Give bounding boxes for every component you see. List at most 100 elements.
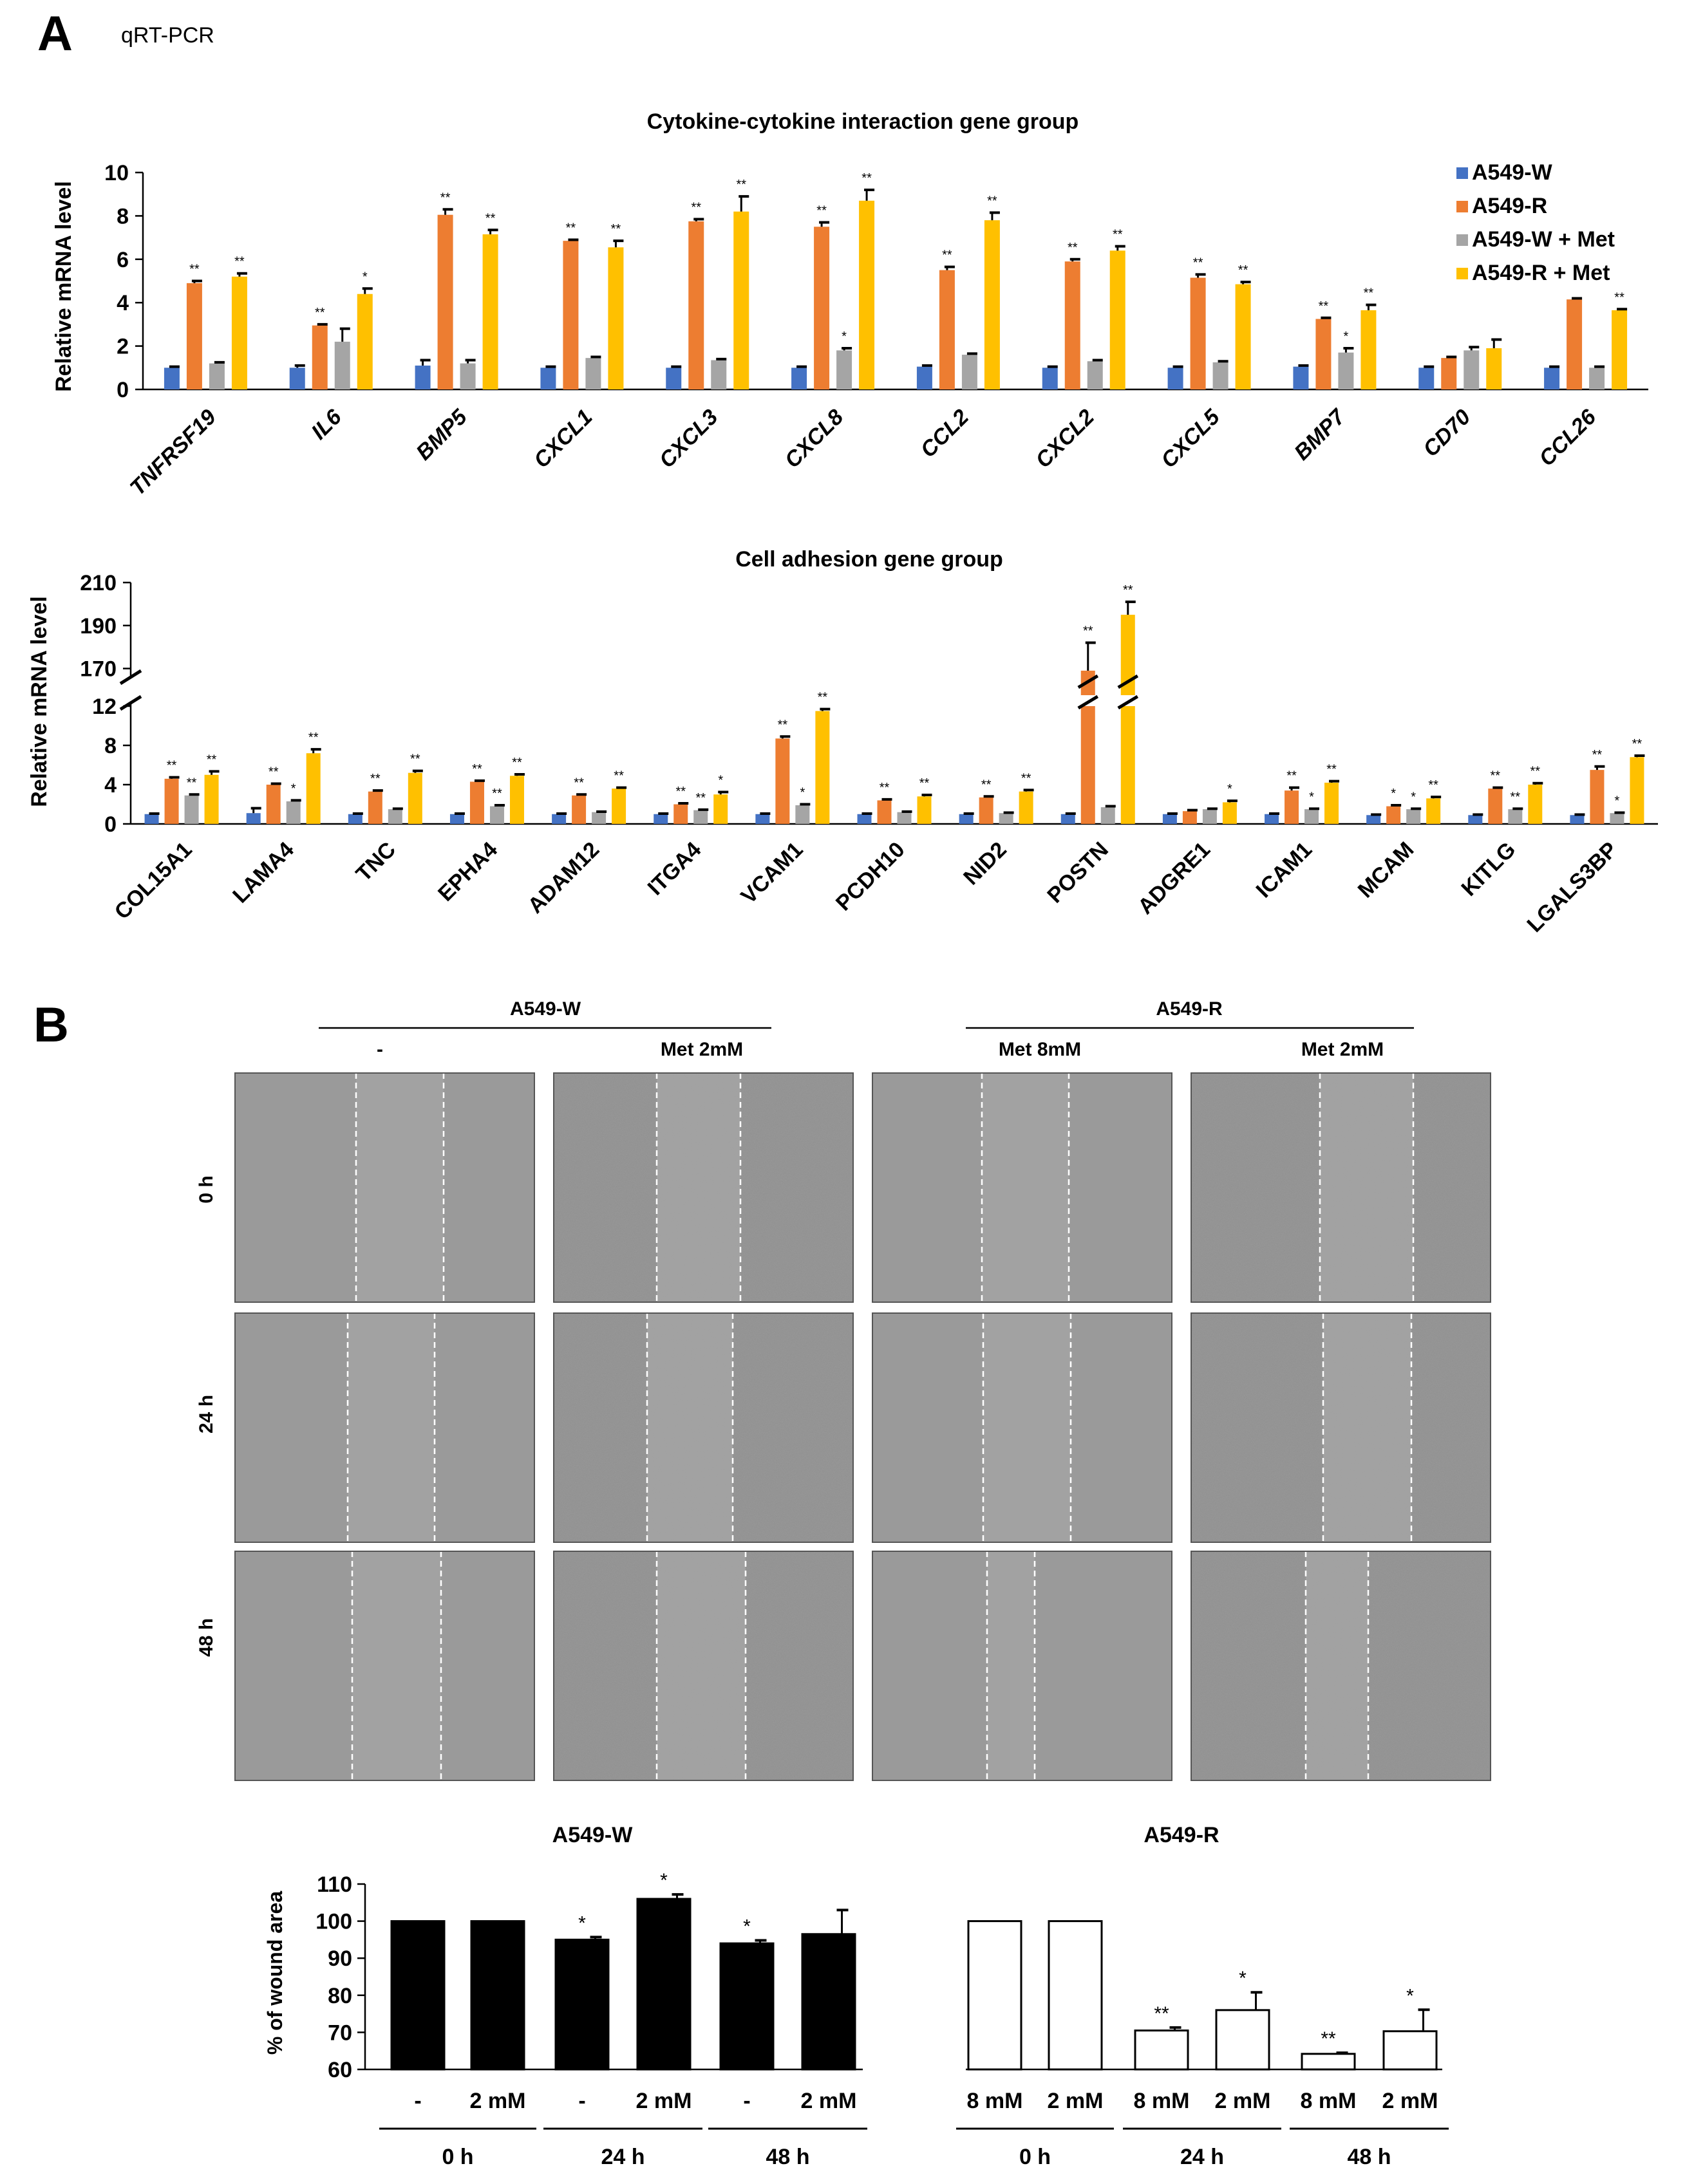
chart1-bar	[1190, 277, 1206, 389]
chart3-title: A549-W	[552, 1823, 634, 1847]
micrograph-wound-gap	[1306, 1552, 1368, 1780]
chart2-sig: **	[1123, 583, 1133, 597]
chart1-bar	[791, 368, 807, 389]
chart2-category-label: KITLG	[1456, 837, 1520, 901]
micrograph-frame	[553, 1312, 854, 1543]
chart1-category-label: BMP7	[1290, 404, 1351, 465]
chart1-ytick-label: 2	[117, 335, 129, 359]
chart2-ytick-label: 210	[80, 571, 117, 595]
chart2-category-label: ADAM12	[523, 837, 605, 919]
chart2-bar	[1162, 814, 1177, 824]
chart2-bar	[184, 795, 199, 824]
chart2-sig: **	[167, 759, 177, 773]
chart1-bar	[961, 355, 977, 389]
chart2-sig: **	[1511, 790, 1521, 804]
chart2-bar	[1570, 815, 1585, 824]
chart3-group-label: 48 h	[766, 2145, 809, 2169]
chart2-title: Cell adhesion gene group	[735, 547, 1003, 572]
chart3-category-label: -	[578, 2089, 585, 2113]
chart2-sig: **	[207, 752, 217, 767]
chart4-bar	[967, 1920, 1022, 2071]
chart3-category-label: 2 mM	[801, 2089, 857, 2113]
micrograph-wound-gap	[657, 1552, 746, 1780]
chart1-category-label: CCL2	[916, 405, 974, 463]
chart2-bar	[204, 774, 219, 824]
chart1-bar	[1293, 366, 1309, 389]
chart1-sig: **	[611, 222, 621, 236]
chart2-category-label: ICAM1	[1252, 837, 1317, 903]
chart2-sig: *	[1309, 790, 1314, 804]
chart2-sig: *	[1411, 790, 1416, 804]
chart2-category-label: NID2	[959, 837, 1012, 890]
chart3-bar	[636, 1898, 692, 2071]
chart1-sig: **	[861, 171, 872, 185]
chart3-ytick-label: 70	[328, 2021, 352, 2045]
chart1-category-label: CXCL5	[1156, 404, 1225, 472]
chart1-sig: *	[362, 270, 368, 284]
micrograph-wound-gap	[356, 1074, 444, 1302]
chart1-title: Cytokine-cytokine interaction gene group	[647, 109, 1079, 134]
chart2-bar	[1468, 815, 1483, 824]
chart4-bar	[1048, 1920, 1103, 2071]
chart2-bar	[1610, 813, 1624, 824]
chart1-bar	[608, 247, 624, 389]
chart1-category-label: CXCL2	[1031, 405, 1099, 473]
micro-row-3: 48 h	[196, 1618, 217, 1657]
micrograph-frame	[872, 1072, 1172, 1303]
chart3-ylabel: % of wound area	[263, 1891, 287, 2055]
chart2-bar	[979, 797, 993, 824]
micro-col-4: Met 2mM	[1301, 1039, 1384, 1060]
chart2-sig: **	[1326, 763, 1337, 777]
chart1-category-label: CD70	[1418, 405, 1475, 462]
chart1-bar	[1064, 261, 1080, 389]
chart4-group-label: 48 h	[1347, 2145, 1391, 2169]
chart1-bar	[164, 368, 180, 389]
chart4-bar	[1134, 2030, 1189, 2071]
chart2-category-label: LAMA4	[228, 837, 299, 908]
chart2-bar	[449, 814, 464, 824]
chart3-category-label: 2 mM	[636, 2089, 692, 2113]
micrograph-wound-gap	[982, 1074, 1069, 1302]
chart2-sig: **	[472, 762, 482, 776]
chart4-bar	[1301, 2053, 1356, 2071]
chart1-bar	[1360, 310, 1377, 389]
micro-group-w: A549-W	[510, 998, 581, 1020]
chart2-bar	[1630, 757, 1644, 824]
chart2-axis-break-mark	[119, 695, 142, 711]
chart2-ytick-label: 190	[80, 614, 117, 639]
chart1-sig: **	[315, 306, 325, 320]
micrograph-frame	[553, 1551, 854, 1781]
chart1-bar	[209, 363, 225, 389]
chart2-category-labels: COL15A1 LAMA4 TNC EPHA4 ADAM12 ITGA4 VCAM1 PCDH…	[110, 837, 1623, 937]
micrograph-wound-gap	[352, 1552, 441, 1780]
chart2-bar	[144, 814, 159, 824]
chart1-bars: ************* ***************************…	[164, 171, 1628, 389]
chart3-sig: *	[743, 1916, 751, 1937]
chart3-bar	[390, 1920, 446, 2071]
chart2-sig: **	[1428, 778, 1438, 792]
chart2-bar	[713, 794, 728, 824]
micrograph-frame	[234, 1551, 535, 1781]
chart2-bar	[1426, 798, 1441, 824]
chart4-group-label: 24 h	[1180, 2145, 1224, 2169]
chart1-ylabel: Relative mRNA level	[52, 181, 76, 392]
chart1-bar	[1338, 352, 1354, 389]
micrograph-wound-gap	[348, 1314, 435, 1542]
wound-healing-micrographs: A549-W A549-R - Met 2mM Met 8mM Met 2mM …	[196, 998, 1491, 1781]
chart2-bar-break	[1077, 674, 1099, 689]
chart2-category-label: ADGRE1	[1133, 837, 1215, 919]
chart3-group-label: 24 h	[601, 2145, 645, 2169]
chart1-bar	[563, 241, 579, 389]
chart1-category-label: CCL26	[1534, 404, 1601, 471]
chart2-sig: **	[492, 787, 502, 801]
chart1-sig: **	[736, 178, 746, 192]
chart1-sig: **	[942, 248, 952, 263]
chart1-bar	[1567, 299, 1583, 389]
chart2-bar	[654, 814, 668, 824]
chart1-bar	[231, 276, 247, 389]
chart2-bar	[1120, 706, 1135, 824]
chart1-legend-swatch	[1456, 167, 1468, 179]
chart1-bar	[1441, 358, 1457, 389]
chart2-bar	[1366, 815, 1381, 824]
chart1-sig: **	[440, 191, 451, 205]
